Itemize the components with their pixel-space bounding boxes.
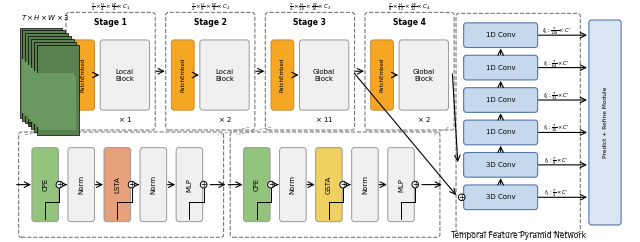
FancyBboxPatch shape — [388, 148, 414, 222]
FancyBboxPatch shape — [463, 88, 538, 112]
Circle shape — [128, 181, 135, 188]
Polygon shape — [25, 62, 62, 116]
Text: PatchEmbed: PatchEmbed — [81, 58, 86, 92]
Text: $f_3: \frac{T}{16} \times C'$: $f_3: \frac{T}{16} \times C'$ — [543, 123, 570, 135]
FancyBboxPatch shape — [463, 23, 538, 47]
Text: Local
Block: Local Block — [115, 68, 134, 82]
Text: T x H x W x 3: T x H x W x 3 — [27, 122, 74, 128]
Circle shape — [412, 181, 419, 188]
Text: Local
Block: Local Block — [215, 68, 234, 82]
FancyBboxPatch shape — [243, 148, 270, 222]
Text: MLP: MLP — [186, 178, 193, 192]
FancyBboxPatch shape — [371, 40, 394, 110]
Text: Norm: Norm — [362, 175, 368, 194]
FancyBboxPatch shape — [316, 148, 342, 222]
Text: $\frac{T}{2} \times \frac{H}{8} \times \frac{W}{8} \times C_2$: $\frac{T}{2} \times \frac{H}{8} \times \… — [191, 1, 230, 13]
Polygon shape — [28, 65, 65, 119]
Polygon shape — [34, 42, 77, 132]
FancyBboxPatch shape — [68, 148, 95, 222]
Text: $f_4: \frac{T}{32} \times C'$: $f_4: \frac{T}{32} \times C'$ — [543, 91, 570, 102]
FancyBboxPatch shape — [300, 40, 349, 110]
FancyBboxPatch shape — [280, 148, 306, 222]
FancyBboxPatch shape — [140, 148, 166, 222]
FancyBboxPatch shape — [200, 40, 249, 110]
FancyBboxPatch shape — [271, 40, 294, 110]
Polygon shape — [36, 45, 79, 135]
FancyBboxPatch shape — [463, 120, 538, 145]
Text: Global
Block: Global Block — [313, 68, 335, 82]
Polygon shape — [36, 73, 74, 127]
Text: Global
Block: Global Block — [413, 68, 435, 82]
Polygon shape — [28, 36, 71, 126]
Polygon shape — [31, 39, 74, 129]
Text: +: + — [458, 193, 465, 202]
Text: Stage 1: Stage 1 — [94, 18, 127, 27]
Text: Norm: Norm — [150, 175, 156, 194]
Text: +: + — [56, 180, 63, 189]
FancyBboxPatch shape — [32, 148, 58, 222]
Polygon shape — [40, 76, 77, 130]
Text: $\frac{T}{2} \times \frac{H}{4} \times \frac{W}{4} \times C_1$: $\frac{T}{2} \times \frac{H}{4} \times \… — [91, 1, 131, 13]
Text: $f_1: \frac{T}{4} \times C'$: $f_1: \frac{T}{4} \times C'$ — [544, 188, 569, 199]
Text: +: + — [340, 180, 346, 189]
FancyBboxPatch shape — [176, 148, 203, 222]
Text: CPE: CPE — [254, 178, 260, 191]
Text: CPE: CPE — [42, 178, 48, 191]
Text: Stage 3: Stage 3 — [294, 18, 326, 27]
FancyBboxPatch shape — [463, 55, 538, 80]
Polygon shape — [34, 70, 71, 124]
Text: GSTA: GSTA — [326, 175, 332, 194]
Text: $\times$ 11: $\times$ 11 — [315, 115, 333, 124]
FancyBboxPatch shape — [463, 152, 538, 177]
Text: PatchEmbed: PatchEmbed — [180, 58, 185, 92]
FancyBboxPatch shape — [100, 40, 150, 110]
Text: 3D Conv: 3D Conv — [486, 194, 515, 200]
Text: $f_6: \frac{T}{128} \times C'$: $f_6: \frac{T}{128} \times C'$ — [542, 26, 572, 37]
Text: +: + — [268, 180, 274, 189]
Text: Stage 4: Stage 4 — [393, 18, 426, 27]
Polygon shape — [25, 33, 68, 123]
Text: Stage 2: Stage 2 — [194, 18, 227, 27]
Text: $T \times H \times W \times 3$: $T \times H \times W \times 3$ — [20, 13, 68, 22]
Text: +: + — [200, 180, 207, 189]
Text: LSTA: LSTA — [115, 176, 120, 193]
Polygon shape — [22, 59, 60, 113]
FancyBboxPatch shape — [463, 185, 538, 210]
Text: $f_5: \frac{T}{64} \times C'$: $f_5: \frac{T}{64} \times C'$ — [543, 58, 570, 70]
Polygon shape — [22, 30, 65, 121]
FancyBboxPatch shape — [72, 40, 95, 110]
FancyBboxPatch shape — [172, 40, 194, 110]
FancyBboxPatch shape — [351, 148, 378, 222]
Text: MLP: MLP — [398, 178, 404, 192]
Text: Norm: Norm — [290, 175, 296, 194]
Text: $\times$ 2: $\times$ 2 — [417, 115, 431, 124]
Text: $f_2: \frac{T}{8} \times C'$: $f_2: \frac{T}{8} \times C'$ — [544, 155, 569, 167]
Text: 1D Conv: 1D Conv — [486, 97, 515, 103]
Text: $\times$ 1: $\times$ 1 — [118, 115, 132, 124]
Text: 3D Conv: 3D Conv — [486, 162, 515, 168]
Text: PatchEmbed: PatchEmbed — [280, 58, 285, 92]
Text: Norm: Norm — [78, 175, 84, 194]
Text: $\times$ 2: $\times$ 2 — [218, 115, 232, 124]
Text: 1D Conv: 1D Conv — [486, 65, 515, 71]
FancyBboxPatch shape — [104, 148, 131, 222]
Text: PatchEmbed: PatchEmbed — [380, 58, 385, 92]
Circle shape — [200, 181, 207, 188]
Circle shape — [458, 194, 465, 201]
Polygon shape — [20, 28, 62, 118]
Text: Predict + Refine Module: Predict + Refine Module — [602, 87, 607, 158]
Circle shape — [56, 181, 63, 188]
FancyBboxPatch shape — [589, 20, 621, 225]
Text: Temporal Feature Pyramid Network: Temporal Feature Pyramid Network — [451, 231, 586, 240]
Text: 1D Conv: 1D Conv — [486, 32, 515, 38]
Text: $\frac{T}{4} \times \frac{H}{16} \times \frac{W}{16} \times C_3$: $\frac{T}{4} \times \frac{H}{16} \times … — [289, 1, 331, 13]
Circle shape — [340, 181, 346, 188]
Text: +: + — [129, 180, 134, 189]
FancyBboxPatch shape — [399, 40, 449, 110]
Text: 1D Conv: 1D Conv — [486, 129, 515, 136]
Circle shape — [268, 181, 275, 188]
Text: +: + — [412, 180, 419, 189]
Text: $\frac{T}{8} \times \frac{H}{32} \times \frac{W}{32} \times C_4$: $\frac{T}{8} \times \frac{H}{32} \times … — [388, 1, 431, 13]
Polygon shape — [31, 68, 68, 121]
